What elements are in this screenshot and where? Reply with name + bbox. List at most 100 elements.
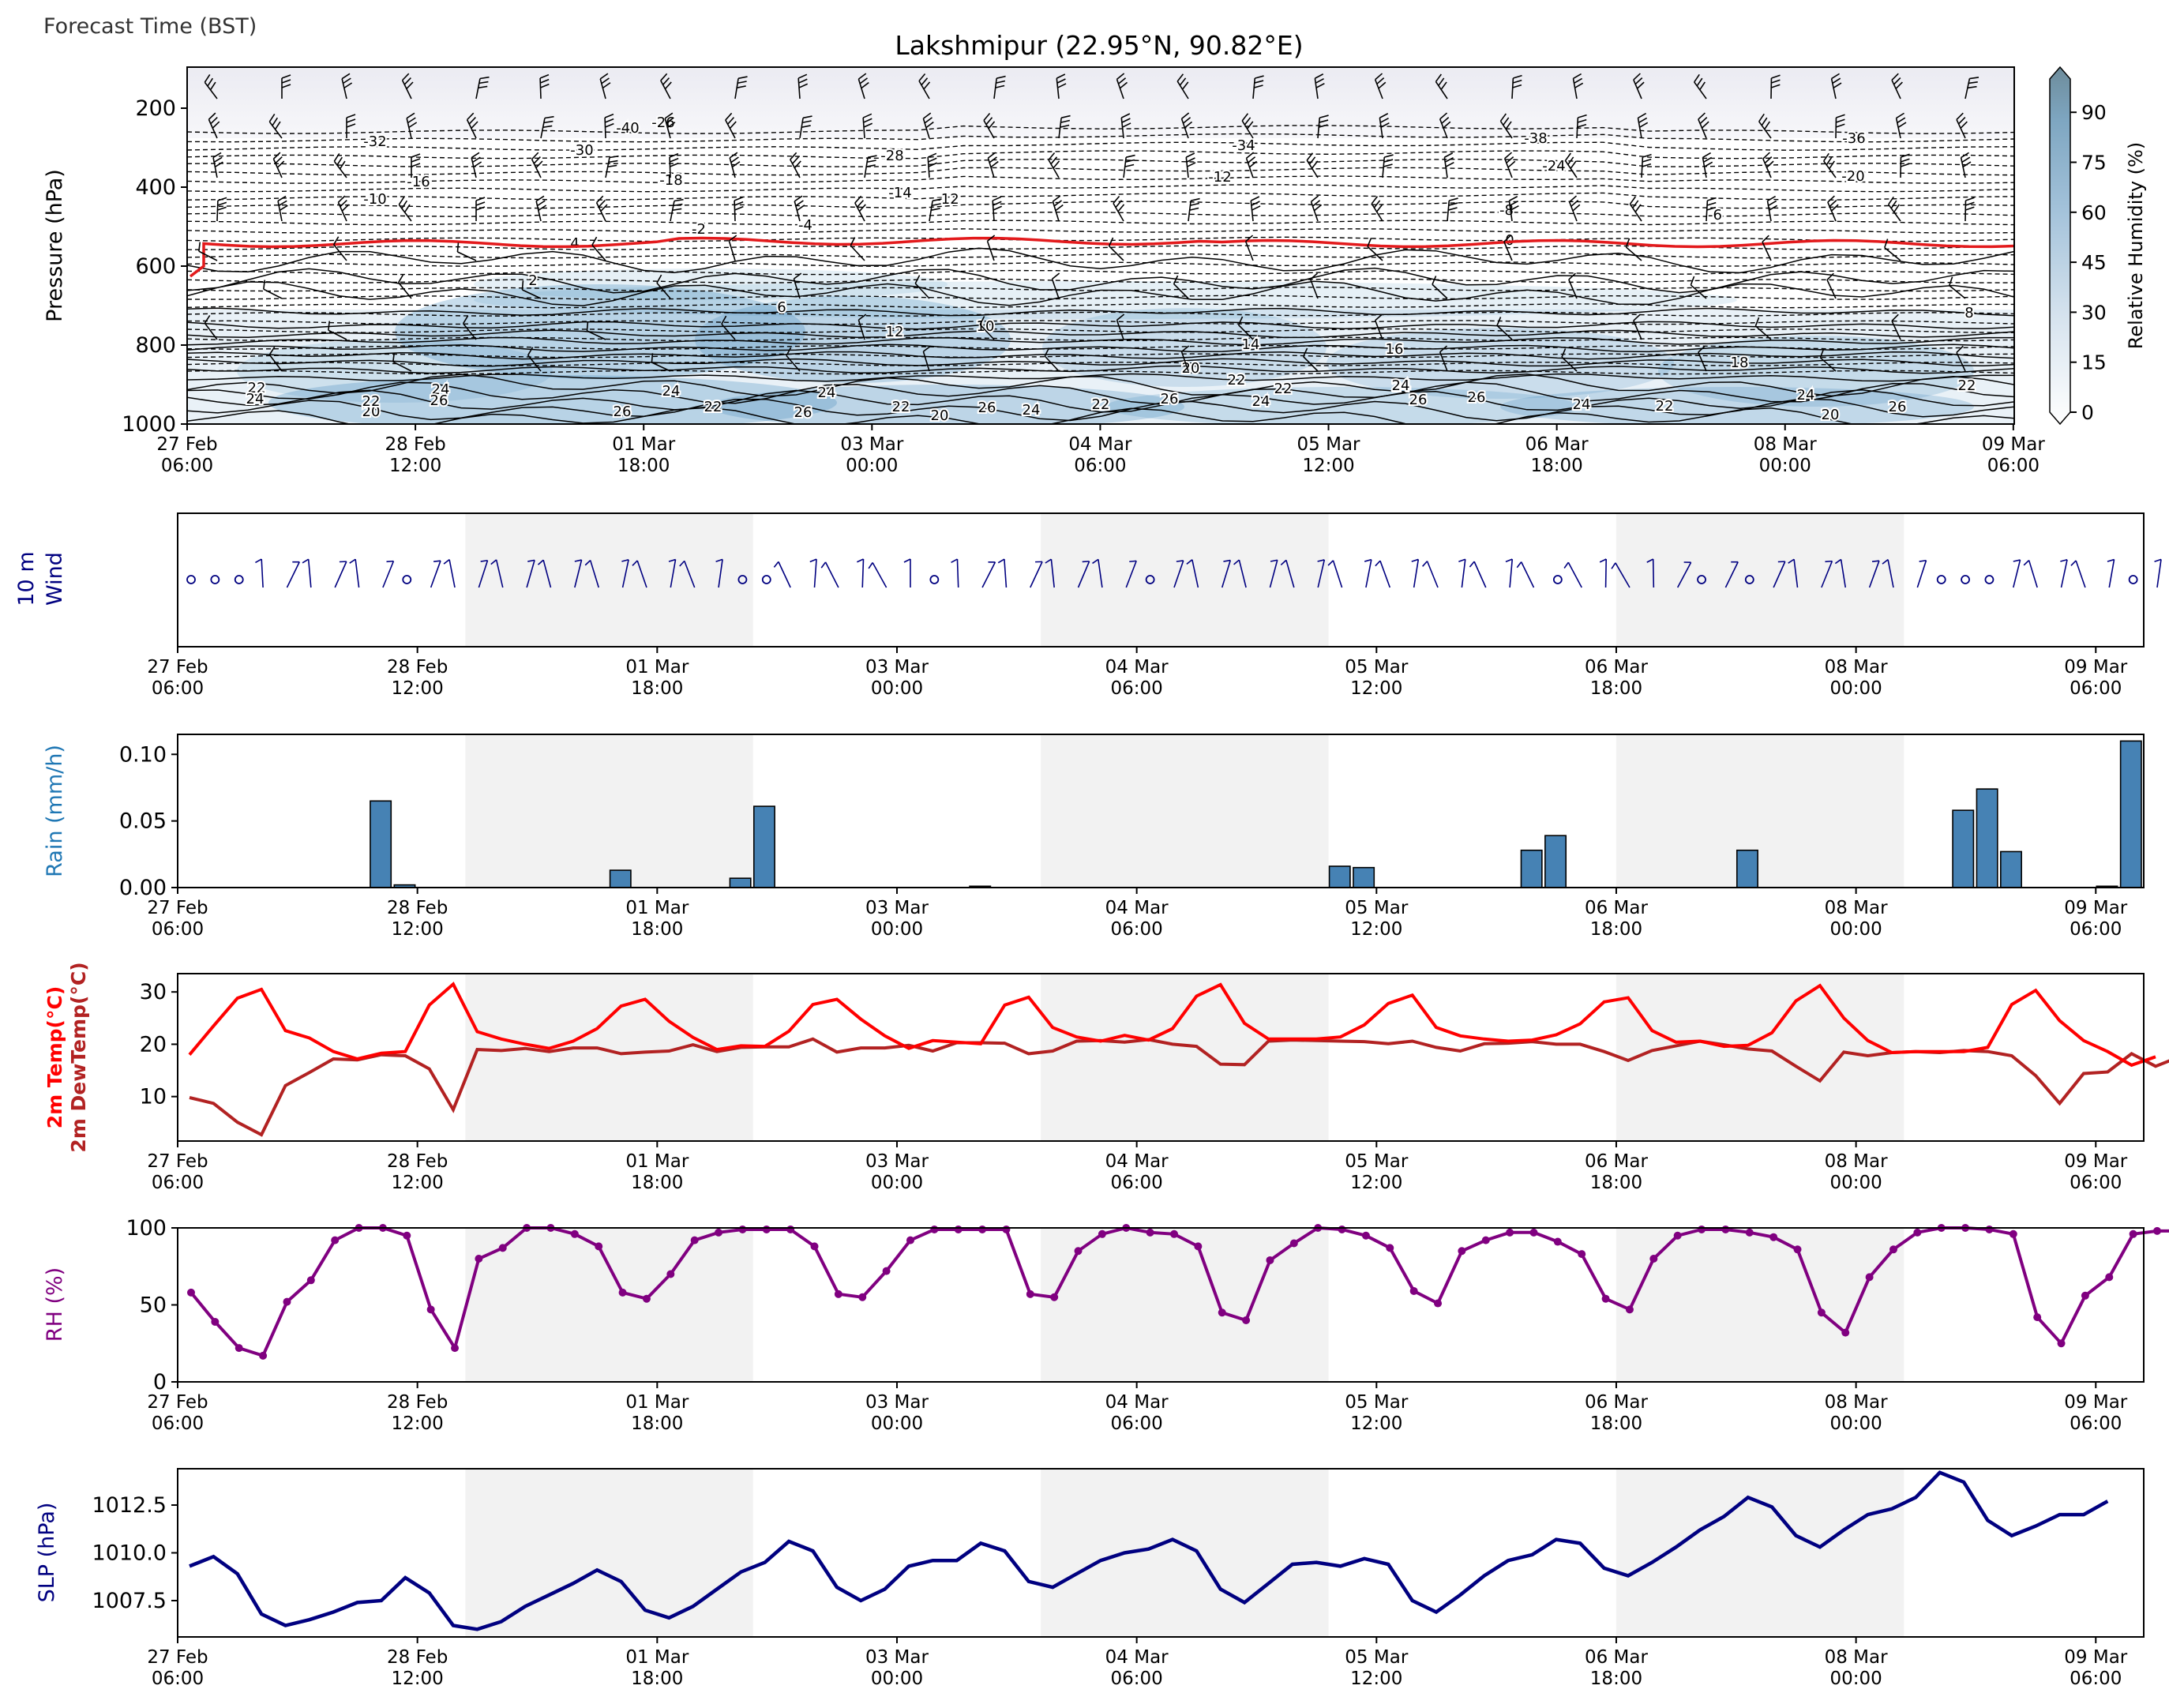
wind-barb: [734, 196, 744, 222]
x-tick-hour: 06:00: [1110, 678, 1162, 699]
humidity-patch: [268, 375, 837, 424]
barb-flag: [255, 558, 262, 564]
wind-barb: [1960, 152, 1972, 178]
barb-flag: [1280, 559, 1287, 566]
humidity-markers: [187, 1224, 2161, 1360]
negative-contour: [187, 192, 2014, 201]
barb-flag: [854, 195, 862, 204]
wind-barb: [204, 314, 218, 340]
contour-label: 26: [794, 404, 812, 421]
calm-wind-circle: [210, 575, 220, 584]
x-tick-hour: 00:00: [871, 919, 923, 940]
barb-flag: [664, 81, 672, 90]
x-tick-date: 09 Mar: [2064, 1151, 2128, 1172]
rh-point: [810, 1242, 819, 1251]
barb-flag: [1458, 558, 1466, 563]
barb-flag: [602, 82, 611, 89]
barb-staff: [2108, 559, 2115, 588]
x-tick-date: 28 Feb: [387, 1151, 448, 1172]
barb-staff: [1698, 118, 1707, 139]
x-tick-date: 06 Mar: [1525, 434, 1589, 455]
rh-point: [1074, 1247, 1083, 1256]
barb-flag: [737, 81, 747, 84]
negative-contour: [187, 228, 2014, 234]
humidity-patch: [1042, 308, 1327, 387]
x-tick-hour: 00:00: [871, 678, 923, 699]
barb-staff: [540, 118, 546, 139]
barb-staff: [574, 559, 583, 588]
barb-flag: [786, 347, 792, 356]
barb-flag: [1504, 152, 1513, 160]
calm-wind-circle: [1936, 575, 1946, 584]
barb-staff: [208, 118, 218, 139]
barb-flag: [1469, 561, 1475, 568]
wind-barb: [1834, 558, 1847, 588]
barb-flag: [1884, 238, 1889, 248]
barb-staff: [1916, 560, 1927, 588]
rh-point: [187, 1288, 195, 1297]
barb-staff: [1625, 246, 1642, 261]
barb-staff: [1332, 560, 1343, 588]
wind-barb: [466, 112, 478, 139]
contour-label: 8: [1964, 305, 1973, 321]
calm-wind-circle: [1961, 575, 1970, 584]
wind-barb: [1503, 152, 1516, 178]
rh-point: [1985, 1225, 1994, 1233]
barb-flag: [1960, 121, 1968, 129]
barb-staff: [983, 120, 995, 139]
wind-barb: [1469, 561, 1487, 588]
barb-staff: [1269, 560, 1278, 588]
rh-point: [426, 1305, 435, 1314]
wind-barb: [1754, 317, 1772, 340]
barb-staff: [535, 201, 542, 222]
wind-barb: [382, 560, 395, 588]
wind-barb: [1633, 313, 1642, 340]
barb-staff: [1840, 559, 1847, 588]
contour-label: -16: [407, 174, 430, 190]
barb-staff: [1891, 321, 1901, 340]
barb-flag: [443, 559, 450, 565]
rh-point: [1002, 1225, 1011, 1233]
barb-staff: [684, 561, 696, 588]
x-tick-date: 08 Mar: [1825, 1151, 1889, 1172]
barb-flag: [1237, 316, 1244, 325]
barb-flag: [605, 118, 614, 123]
negative-contour: [187, 269, 2014, 276]
wind-barb: [1302, 347, 1319, 372]
barb-flag: [341, 204, 350, 212]
barb-staff: [1309, 279, 1319, 299]
barb-flag: [411, 158, 421, 163]
contour-label: 2: [528, 272, 537, 289]
barb-flag: [1961, 156, 1971, 163]
negative-contour: [187, 150, 2014, 160]
barb-staff: [1956, 352, 1966, 372]
wind-barb: [809, 558, 817, 588]
barb-flag: [1375, 560, 1381, 567]
barb-flag: [535, 195, 545, 202]
y-tick-label: 0: [153, 1370, 167, 1395]
wind-barb: [1221, 559, 1232, 588]
barb-flag: [729, 152, 738, 159]
wind-barb: [272, 152, 285, 178]
barb-flag: [1120, 113, 1131, 118]
barb-flag: [1438, 77, 1445, 86]
rh-ticks: 0 50 100: [126, 1216, 178, 1395]
x-tick-date: 01 Mar: [625, 1392, 689, 1413]
barb-flag: [1056, 78, 1066, 84]
barb-flag: [996, 75, 1006, 79]
y-tick-label: 1010.0: [92, 1541, 167, 1566]
barb-flag: [1432, 276, 1437, 285]
barb-flag: [1754, 317, 1760, 327]
wind-axis-label-bottom: Wind: [43, 552, 67, 606]
negative-contour: [187, 328, 2014, 333]
barb-staff: [261, 559, 264, 588]
barb-staff: [1964, 78, 1971, 99]
rain-bars: [370, 740, 2142, 888]
barb-staff: [813, 559, 817, 588]
barb-flag: [1956, 112, 1964, 121]
x-tick-date: 05 Mar: [1345, 898, 1409, 918]
barb-flag: [1371, 196, 1379, 205]
barb-flag: [1057, 83, 1067, 88]
barb-flag: [1694, 73, 1700, 83]
wind-barb: [2070, 560, 2086, 588]
